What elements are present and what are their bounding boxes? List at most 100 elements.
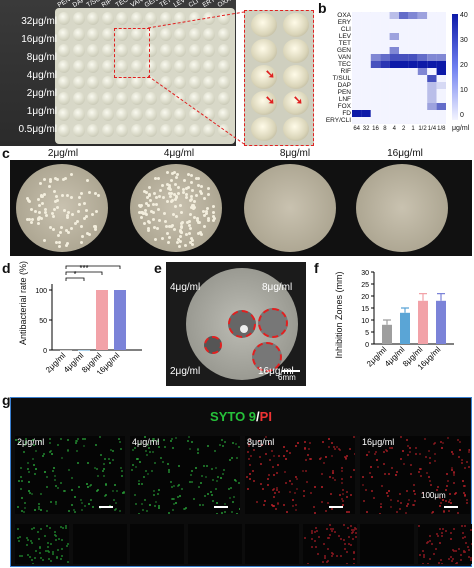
- cell-dot: [123, 491, 125, 493]
- cell-dot: [390, 506, 392, 508]
- cell-dot: [64, 490, 66, 492]
- cell-dot: [197, 452, 199, 454]
- cell-dot: [345, 458, 347, 460]
- heatmap-cell: [361, 82, 370, 89]
- cell-dot: [374, 453, 376, 455]
- panel-c-label: 8μg/ml: [260, 148, 330, 159]
- cell-dot: [181, 488, 183, 490]
- cell-dot: [466, 461, 468, 463]
- colony: [171, 224, 174, 227]
- cell-dot: [105, 484, 107, 486]
- cell-dot: [61, 548, 63, 550]
- heatmap-cell: [361, 26, 370, 33]
- cell-dot: [198, 486, 200, 488]
- heatmap-cell: [437, 96, 446, 103]
- cell-dot: [167, 463, 169, 465]
- cell-dot: [264, 500, 266, 502]
- well: [87, 124, 99, 137]
- cell-dot: [355, 528, 357, 530]
- colony: [178, 245, 181, 248]
- heatmap-cell: [390, 110, 399, 117]
- concentration-label: 8μg/ml: [2, 52, 57, 63]
- cell-dot: [57, 487, 59, 489]
- cell-dot: [104, 458, 106, 460]
- cell-dot: [249, 473, 251, 475]
- colorbar-unit: μg/ml: [452, 125, 469, 132]
- colony: [55, 195, 58, 198]
- highlight-box: [114, 28, 150, 78]
- cell-dot: [419, 554, 421, 556]
- cell-dot: [408, 499, 410, 501]
- panel-label-d: d: [2, 260, 11, 276]
- heatmap-cell: [371, 103, 380, 110]
- cell-dot: [272, 466, 274, 468]
- cell-dot: [449, 493, 451, 495]
- heatmap-cell: [437, 47, 446, 54]
- heatmap-cell: [408, 61, 417, 68]
- cell-dot: [31, 559, 33, 561]
- cell-dot: [141, 483, 143, 485]
- cell-dot: [451, 451, 453, 453]
- colony: [185, 196, 188, 199]
- heatmap-col-label: 32: [361, 126, 370, 132]
- heatmap-cell: [399, 19, 408, 26]
- cell-dot: [365, 489, 367, 491]
- antibiotic-label: TEC: [115, 0, 130, 9]
- cell-dot: [396, 471, 398, 473]
- heatmap-cell: [352, 75, 361, 82]
- cell-dot: [390, 499, 392, 501]
- heatmap-row-label: TEC: [315, 61, 351, 68]
- colony: [152, 218, 155, 221]
- heatmap-cell: [352, 33, 361, 40]
- cell-dot: [171, 486, 173, 488]
- cell-dot: [40, 528, 42, 530]
- cell-dot: [437, 486, 439, 488]
- well: [102, 28, 114, 41]
- cell-dot: [379, 513, 381, 514]
- heatmap-cell: [418, 33, 427, 40]
- cell-dot: [366, 454, 368, 456]
- cell-dot: [108, 458, 110, 460]
- cell-dot: [326, 528, 328, 530]
- colony: [140, 216, 143, 219]
- heatmap-cell: [371, 68, 380, 75]
- scale-bar: [444, 506, 458, 508]
- cell-dot: [332, 472, 334, 474]
- cell-dot: [55, 539, 57, 541]
- cell-dot: [383, 451, 385, 453]
- cell-dot: [57, 549, 59, 551]
- cell-dot: [49, 438, 51, 440]
- cell-dot: [428, 450, 430, 452]
- cell-dot: [283, 446, 285, 448]
- cell-dot: [191, 481, 193, 483]
- cell-dot: [17, 506, 19, 508]
- heatmap-cell: [361, 117, 370, 124]
- cell-dot: [162, 461, 164, 463]
- well: [73, 44, 85, 57]
- cell-dot: [396, 511, 398, 513]
- panel-label-f: f: [314, 260, 319, 276]
- heatmap-cell: [399, 75, 408, 82]
- cell-dot: [20, 488, 22, 490]
- cell-dot: [321, 473, 323, 475]
- colony: [190, 198, 193, 201]
- cell-dot: [466, 502, 468, 504]
- colony: [173, 228, 176, 231]
- heatmap-row-label: LEV: [315, 33, 351, 40]
- cell-dot: [204, 495, 206, 497]
- heatmap-col-label: 2: [399, 126, 408, 132]
- cell-dot: [265, 453, 267, 455]
- cell-dot: [240, 510, 241, 512]
- cell-dot: [173, 485, 175, 487]
- cell-dot: [46, 476, 48, 478]
- cell-dot: [143, 476, 145, 478]
- cell-dot: [429, 457, 431, 459]
- colony: [91, 213, 94, 216]
- cell-dot: [215, 488, 217, 490]
- cell-dot: [375, 451, 377, 453]
- colony: [207, 187, 210, 190]
- antibiotic-label: DAP: [71, 0, 86, 9]
- cell-dot: [311, 530, 313, 532]
- cell-dot: [268, 474, 270, 476]
- cell-dot: [183, 508, 185, 510]
